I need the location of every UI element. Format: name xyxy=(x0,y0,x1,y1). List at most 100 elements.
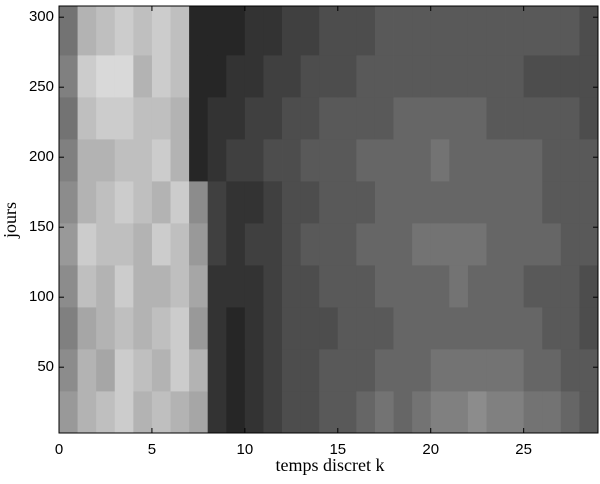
heatmap-cell xyxy=(337,391,357,434)
heatmap-cell xyxy=(430,181,450,224)
heatmap-cell xyxy=(356,139,376,182)
heatmap-cell xyxy=(337,265,357,308)
heatmap-cell xyxy=(467,223,487,266)
heatmap-cell xyxy=(542,139,562,182)
heatmap-cell xyxy=(114,223,134,266)
heatmap-cell xyxy=(244,391,264,434)
heatmap-cell xyxy=(337,139,357,182)
heatmap-cell xyxy=(560,265,580,308)
heatmap-cell xyxy=(467,97,487,140)
heatmap-cell xyxy=(523,55,543,98)
heatmap-cell xyxy=(96,6,116,56)
heatmap-cell xyxy=(430,391,450,434)
y-tick-label: 100 xyxy=(29,288,54,305)
heatmap-cell xyxy=(374,349,394,392)
heatmap-cell xyxy=(467,391,487,434)
heatmap-cell xyxy=(579,349,599,392)
heatmap-cell xyxy=(263,223,283,266)
heatmap-cell xyxy=(319,181,339,224)
heatmap-cell xyxy=(133,391,153,434)
heatmap-cell xyxy=(59,265,78,308)
heatmap-cell xyxy=(374,55,394,98)
heatmap-cell xyxy=(282,181,302,224)
heatmap-cell xyxy=(96,223,116,266)
heatmap-cell xyxy=(505,139,525,182)
heatmap-cell xyxy=(189,139,209,182)
heatmap-cell xyxy=(337,307,357,350)
heatmap-cell xyxy=(505,55,525,98)
heatmap-cell xyxy=(393,307,413,350)
heatmap-cell xyxy=(226,349,246,392)
heatmap-cell xyxy=(170,307,190,350)
heatmap-cell xyxy=(560,55,580,98)
x-tick-label: 10 xyxy=(237,441,254,458)
heatmap-cell xyxy=(96,307,116,350)
heatmap-cell xyxy=(300,223,320,266)
heatmap-cell xyxy=(319,349,339,392)
heatmap-cells xyxy=(59,6,599,434)
heatmap-cell xyxy=(579,55,599,98)
heatmap-cell xyxy=(170,391,190,434)
heatmap-cell xyxy=(114,391,134,434)
heatmap-cell xyxy=(449,349,469,392)
heatmap-cell xyxy=(114,307,134,350)
heatmap-cell xyxy=(244,223,264,266)
heatmap-cell xyxy=(579,223,599,266)
heatmap-cell xyxy=(77,391,97,434)
heatmap-cell xyxy=(263,139,283,182)
heatmap-cell xyxy=(226,265,246,308)
heatmap-cell xyxy=(226,6,246,56)
heatmap-cell xyxy=(300,181,320,224)
heatmap-cell xyxy=(542,265,562,308)
heatmap-cell xyxy=(151,307,171,350)
heatmap-cell xyxy=(96,391,116,434)
heatmap-cell xyxy=(226,55,246,98)
heatmap-cell xyxy=(356,55,376,98)
heatmap-cell xyxy=(151,181,171,224)
heatmap-cell xyxy=(467,6,487,56)
heatmap-cell xyxy=(151,139,171,182)
heatmap-cell xyxy=(300,307,320,350)
heatmap-cell xyxy=(133,97,153,140)
heatmap-cell xyxy=(449,307,469,350)
heatmap-cell xyxy=(560,97,580,140)
heatmap-cell xyxy=(226,223,246,266)
heatmap-cell xyxy=(542,181,562,224)
heatmap-cell xyxy=(505,349,525,392)
heatmap-cell xyxy=(77,6,97,56)
heatmap-cell xyxy=(412,97,432,140)
heatmap-cell xyxy=(412,307,432,350)
heatmap-cell xyxy=(59,349,78,392)
heatmap-cell xyxy=(319,307,339,350)
heatmap-cell xyxy=(486,97,506,140)
y-tick-label: 50 xyxy=(37,358,54,375)
heatmap-cell xyxy=(189,349,209,392)
heatmap-cell xyxy=(505,265,525,308)
heatmap-cell xyxy=(319,391,339,434)
heatmap-cell xyxy=(486,6,506,56)
heatmap-cell xyxy=(356,223,376,266)
heatmap-cell xyxy=(542,6,562,56)
heatmap-cell xyxy=(189,181,209,224)
heatmap-cell xyxy=(226,181,246,224)
heatmap-cell xyxy=(393,181,413,224)
heatmap-cell xyxy=(114,6,134,56)
heatmap-cell xyxy=(337,181,357,224)
heatmap-cell xyxy=(263,181,283,224)
heatmap-cell xyxy=(393,223,413,266)
heatmap-cell xyxy=(449,391,469,434)
y-tick-label: 250 xyxy=(29,78,54,95)
heatmap-cell xyxy=(77,307,97,350)
heatmap-cell xyxy=(356,97,376,140)
heatmap-cell xyxy=(170,349,190,392)
heatmap-cell xyxy=(486,391,506,434)
heatmap-cell xyxy=(244,97,264,140)
heatmap-cell xyxy=(505,6,525,56)
heatmap-cell xyxy=(579,391,599,434)
heatmap-cell xyxy=(467,349,487,392)
heatmap-cell xyxy=(96,349,116,392)
heatmap-cell xyxy=(319,6,339,56)
heatmap-cell xyxy=(96,265,116,308)
heatmap-cell xyxy=(337,97,357,140)
